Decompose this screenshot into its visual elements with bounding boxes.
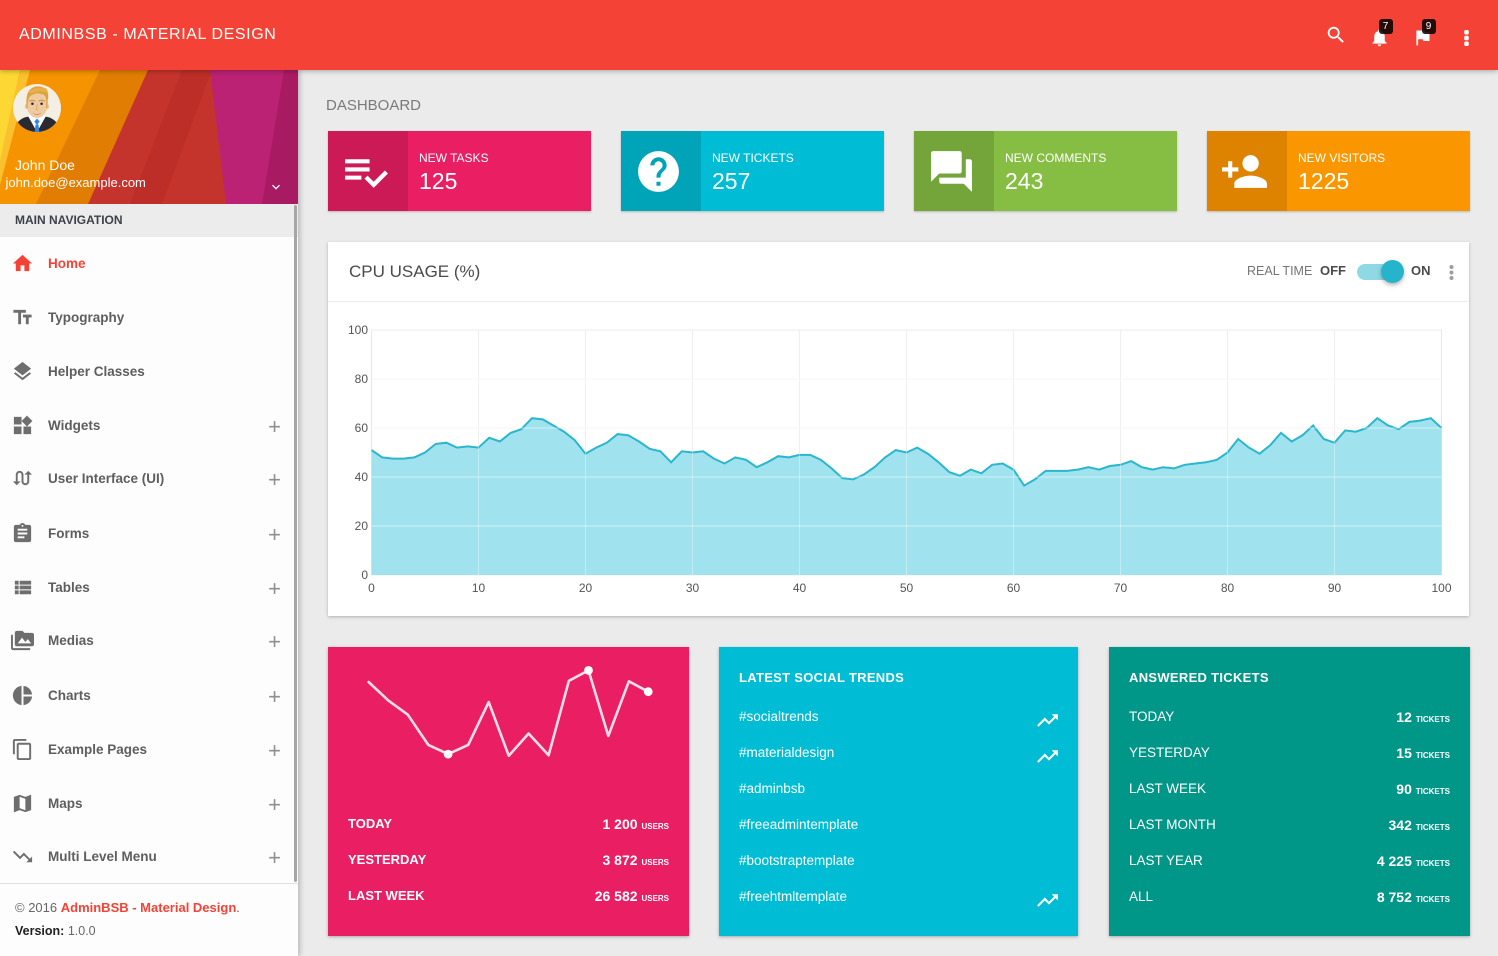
svg-text:20: 20 <box>355 519 369 533</box>
svg-text:90: 90 <box>1328 581 1342 595</box>
svg-text:40: 40 <box>355 470 369 484</box>
svg-text:40: 40 <box>793 581 807 595</box>
svg-text:100: 100 <box>1431 581 1451 595</box>
svg-text:100: 100 <box>348 323 368 337</box>
svg-text:10: 10 <box>472 581 486 595</box>
svg-text:0: 0 <box>361 568 368 582</box>
svg-text:50: 50 <box>900 581 914 595</box>
svg-text:80: 80 <box>355 372 369 386</box>
svg-text:30: 30 <box>686 581 700 595</box>
svg-text:60: 60 <box>1007 581 1021 595</box>
svg-text:0: 0 <box>368 581 375 595</box>
svg-text:60: 60 <box>355 421 369 435</box>
svg-text:70: 70 <box>1114 581 1128 595</box>
svg-text:80: 80 <box>1221 581 1235 595</box>
svg-text:20: 20 <box>579 581 593 595</box>
